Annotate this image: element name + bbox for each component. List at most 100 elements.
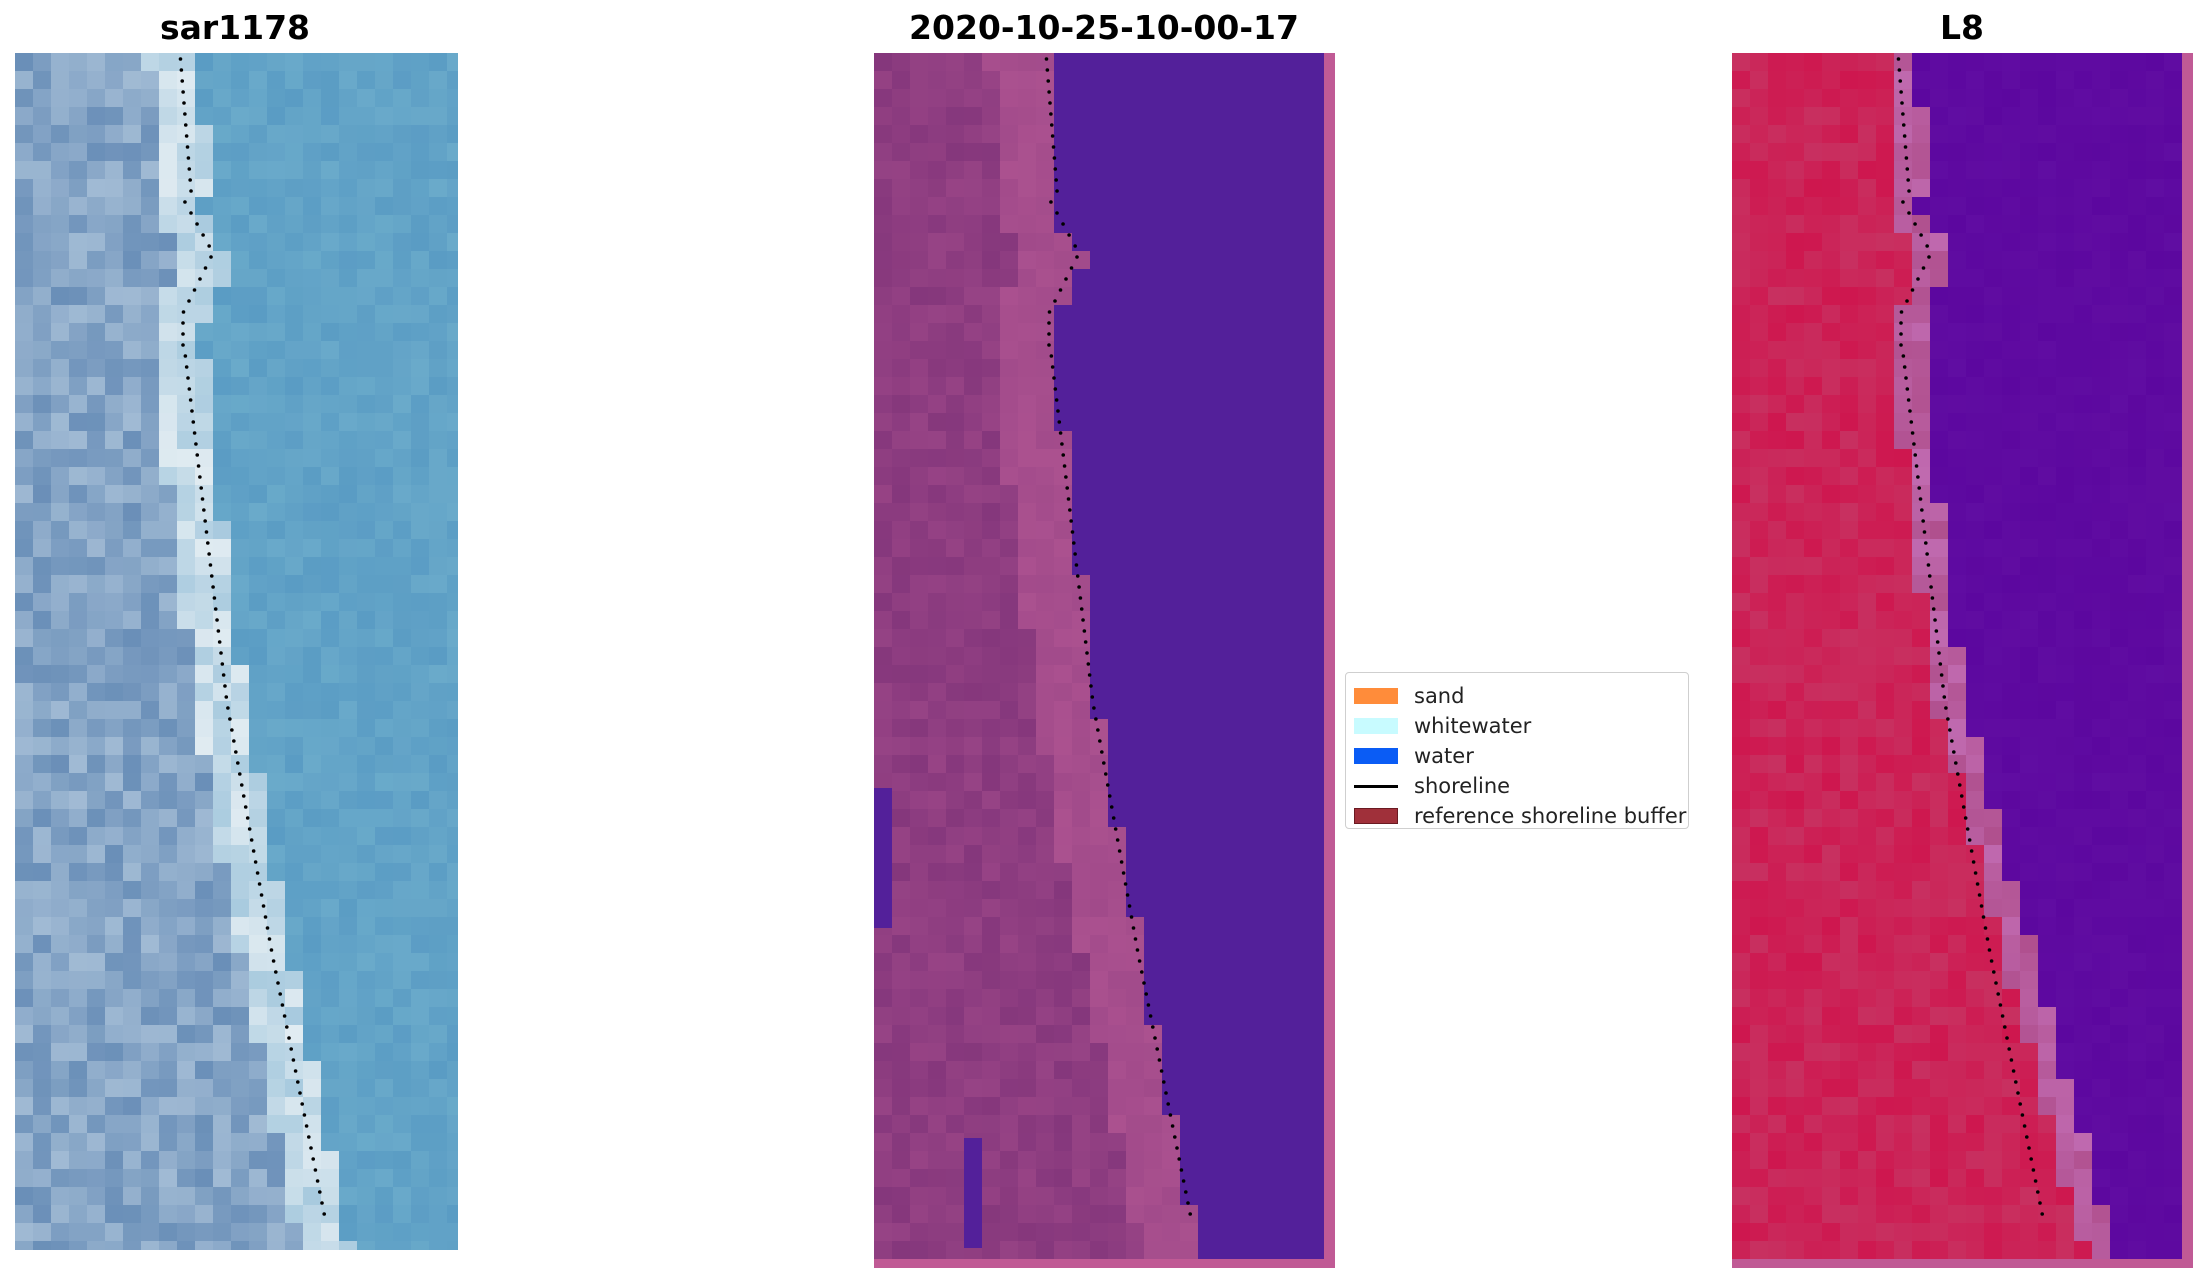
shoreline-point bbox=[232, 739, 236, 743]
shoreline-point bbox=[274, 970, 278, 974]
shoreline-point bbox=[2003, 1025, 2007, 1029]
shoreline-point bbox=[1994, 981, 1998, 985]
shoreline-point bbox=[1989, 959, 1994, 963]
shoreline-point bbox=[1998, 1003, 2003, 1007]
shoreline-point bbox=[1983, 926, 1988, 930]
shoreline-point bbox=[1077, 585, 1081, 589]
shoreline-point bbox=[1924, 541, 1928, 545]
shoreline-point bbox=[1065, 486, 1069, 490]
shoreline-point bbox=[199, 486, 203, 490]
shoreline-point bbox=[1901, 112, 1905, 116]
shoreline-point bbox=[1906, 178, 1910, 182]
shoreline-point bbox=[190, 409, 194, 413]
shoreline-point bbox=[1909, 420, 1914, 424]
shoreline-point bbox=[209, 574, 214, 578]
shoreline-point bbox=[192, 288, 197, 292]
shoreline-point bbox=[280, 1003, 285, 1007]
shoreline-point bbox=[276, 981, 280, 985]
shoreline-point bbox=[1927, 255, 1931, 259]
shoreline-point bbox=[201, 233, 205, 237]
shoreline-point bbox=[195, 453, 200, 457]
shoreline-point bbox=[1049, 200, 1053, 204]
shoreline-point bbox=[1907, 211, 1911, 215]
shoreline-point bbox=[1916, 277, 1920, 281]
panel-title-mndwi: L8 bbox=[1940, 8, 1984, 47]
shoreline-point bbox=[1905, 387, 1910, 391]
shoreline-point bbox=[236, 761, 240, 765]
shoreline-point bbox=[1963, 816, 1968, 820]
legend-label: whitewater bbox=[1414, 714, 1532, 738]
shoreline-point bbox=[293, 1069, 298, 1073]
shoreline-point bbox=[187, 167, 192, 171]
shoreline-point bbox=[1900, 101, 1904, 105]
shoreline-point bbox=[1155, 1047, 1159, 1051]
shoreline-point bbox=[1907, 189, 1911, 193]
shoreline-point bbox=[2031, 1168, 2036, 1172]
shoreline-point bbox=[1973, 871, 1978, 875]
shoreline-point bbox=[196, 464, 201, 468]
shoreline-point bbox=[1089, 684, 1093, 688]
shoreline-point bbox=[2040, 1212, 2044, 1216]
shoreline-point bbox=[1942, 695, 1947, 699]
shoreline-point bbox=[1066, 497, 1071, 501]
shoreline-point bbox=[1179, 1168, 1184, 1172]
shoreline-point bbox=[322, 1212, 327, 1216]
rgb-satellite-image bbox=[15, 53, 458, 1250]
shoreline-point bbox=[300, 1102, 305, 1106]
shoreline-point bbox=[1173, 1135, 1177, 1139]
shoreline-point bbox=[211, 585, 215, 589]
shoreline-point bbox=[1965, 827, 1970, 831]
shoreline-point bbox=[1929, 585, 1933, 589]
shoreline-point bbox=[2027, 1146, 2031, 1150]
shoreline-point bbox=[1103, 772, 1108, 776]
legend-item-whitewater: whitewater bbox=[1354, 711, 1531, 741]
shoreline-point bbox=[230, 728, 234, 732]
shoreline-point bbox=[251, 849, 256, 853]
shoreline-point bbox=[1085, 651, 1089, 655]
shoreline-point bbox=[183, 354, 188, 358]
shoreline-point bbox=[1117, 849, 1122, 853]
shoreline-point bbox=[243, 805, 248, 809]
shoreline-point bbox=[278, 992, 283, 996]
shoreline-point bbox=[1133, 937, 1138, 941]
shoreline-point bbox=[187, 299, 191, 303]
shoreline-point bbox=[1148, 1014, 1153, 1018]
shoreline-point bbox=[271, 959, 276, 963]
shoreline-point bbox=[257, 882, 262, 886]
shoreline-point bbox=[291, 1058, 296, 1062]
shoreline-point bbox=[189, 211, 193, 215]
shoreline-point bbox=[1045, 68, 1050, 72]
shoreline-point bbox=[1164, 1091, 1168, 1095]
shoreline-point bbox=[1057, 420, 1062, 424]
shoreline-point bbox=[1092, 706, 1096, 710]
shoreline-point bbox=[1934, 629, 1939, 633]
shoreline-point bbox=[1069, 266, 1074, 270]
shoreline-point bbox=[1073, 244, 1077, 248]
shoreline-point bbox=[1921, 519, 1925, 523]
shoreline-point bbox=[200, 497, 205, 501]
shoreline-point bbox=[1049, 112, 1053, 116]
shoreline-point bbox=[1996, 992, 2000, 996]
shoreline-point bbox=[1910, 431, 1915, 435]
shoreline-point bbox=[216, 629, 221, 633]
legend-item-reference-buffer: reference shoreline buffer bbox=[1354, 801, 1686, 831]
shoreline-point bbox=[1959, 794, 1964, 798]
shoreline-point bbox=[1050, 134, 1055, 138]
shoreline-point bbox=[1931, 607, 1936, 611]
shoreline-point bbox=[186, 376, 190, 380]
shoreline-point bbox=[1979, 904, 1984, 908]
shoreline-point bbox=[309, 1146, 313, 1150]
water-patch bbox=[874, 788, 892, 928]
shoreline-point bbox=[1950, 739, 1954, 743]
shoreline-point bbox=[1137, 959, 1142, 963]
shoreline-point bbox=[1061, 453, 1066, 457]
shoreline-point bbox=[220, 662, 225, 666]
shoreline-point bbox=[1053, 167, 1058, 171]
shoreline-point bbox=[1917, 486, 1921, 490]
shoreline-point bbox=[1052, 376, 1056, 380]
shoreline-point bbox=[1184, 1190, 1188, 1194]
shoreline-point bbox=[1151, 1025, 1155, 1029]
shoreline-point bbox=[1061, 222, 1065, 226]
legend-label: reference shoreline buffer bbox=[1414, 804, 1687, 828]
shoreline-point bbox=[186, 156, 191, 160]
